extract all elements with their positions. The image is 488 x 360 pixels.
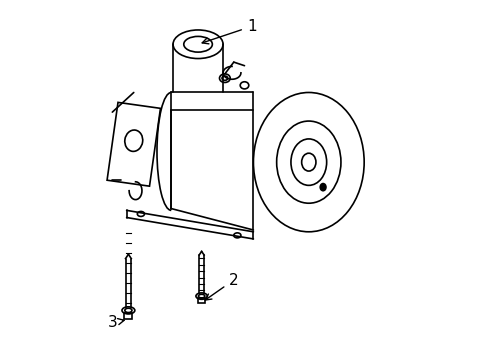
Text: 1: 1 [202, 19, 256, 44]
Ellipse shape [320, 184, 325, 191]
Text: 3: 3 [107, 315, 124, 330]
Text: 2: 2 [205, 273, 238, 300]
